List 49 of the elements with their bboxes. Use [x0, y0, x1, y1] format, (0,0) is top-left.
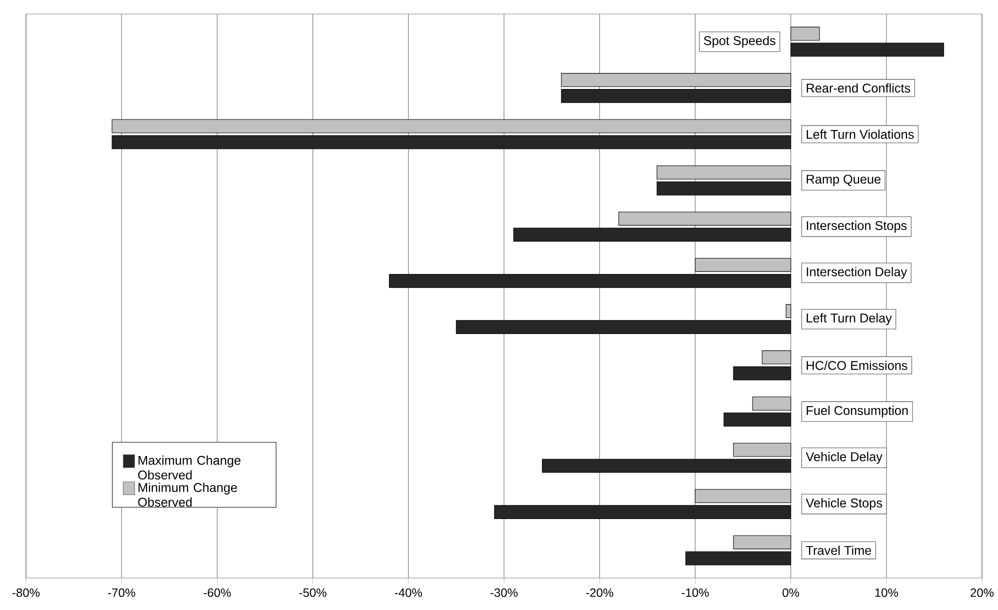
y-tick-label: Travel Time	[806, 546, 872, 555]
bar	[685, 551, 792, 566]
bar	[656, 165, 792, 180]
x-tick-label: 0%	[782, 588, 800, 597]
bar	[561, 89, 792, 103]
y-tick-label: Left Turn Violations	[806, 130, 914, 139]
bar	[762, 350, 792, 364]
x-tick-label: -30%	[490, 588, 518, 597]
y-tick-label: Intersection Delay	[806, 266, 908, 279]
x-tick-label: -40%	[394, 588, 422, 597]
y-tick-label: Intersection Stops	[806, 220, 907, 233]
y-tick-label: Spot Speeds	[704, 36, 776, 48]
y-tick-label: Left Turn Delay	[806, 313, 892, 326]
bar	[456, 320, 792, 334]
y-tick-label: Fuel Consumption	[806, 406, 908, 418]
bar	[694, 258, 792, 272]
x-tick-label: 10%	[875, 588, 898, 597]
y-tick-label: Rear-end Conflicts	[806, 83, 910, 93]
bar	[733, 366, 792, 380]
bar	[542, 458, 792, 473]
y-tick-label: Vehicle Delay	[806, 452, 882, 464]
bar	[656, 181, 792, 196]
bar	[694, 489, 792, 503]
x-tick-label: -80%	[12, 588, 40, 597]
bar	[389, 274, 792, 288]
bar	[752, 396, 792, 411]
legend-label: Minimum Change Observed	[138, 482, 237, 507]
x-tick-label: -60%	[204, 588, 231, 597]
legend-label: Maximum Change Observed	[138, 456, 240, 480]
bar	[112, 119, 792, 134]
y-tick-label: Vehicle Stops	[806, 498, 882, 510]
y-tick-label: HC/CO Emissions	[806, 360, 908, 370]
bar	[513, 228, 792, 242]
bar	[786, 304, 792, 318]
x-tick-label: -70%	[108, 588, 136, 597]
bar	[733, 535, 792, 550]
bar	[724, 412, 792, 427]
bar	[112, 135, 792, 150]
x-tick-label: -20%	[586, 588, 614, 597]
bar	[733, 442, 792, 457]
bar	[618, 212, 792, 226]
y-tick-label: Ramp Queue	[806, 174, 880, 186]
bar	[561, 73, 792, 87]
x-tick-label: 20%	[970, 588, 994, 597]
bar	[494, 505, 792, 519]
bar	[790, 42, 944, 57]
x-tick-label: -50%	[299, 588, 326, 597]
x-tick-label: -10%	[682, 588, 709, 597]
bar	[790, 26, 820, 41]
